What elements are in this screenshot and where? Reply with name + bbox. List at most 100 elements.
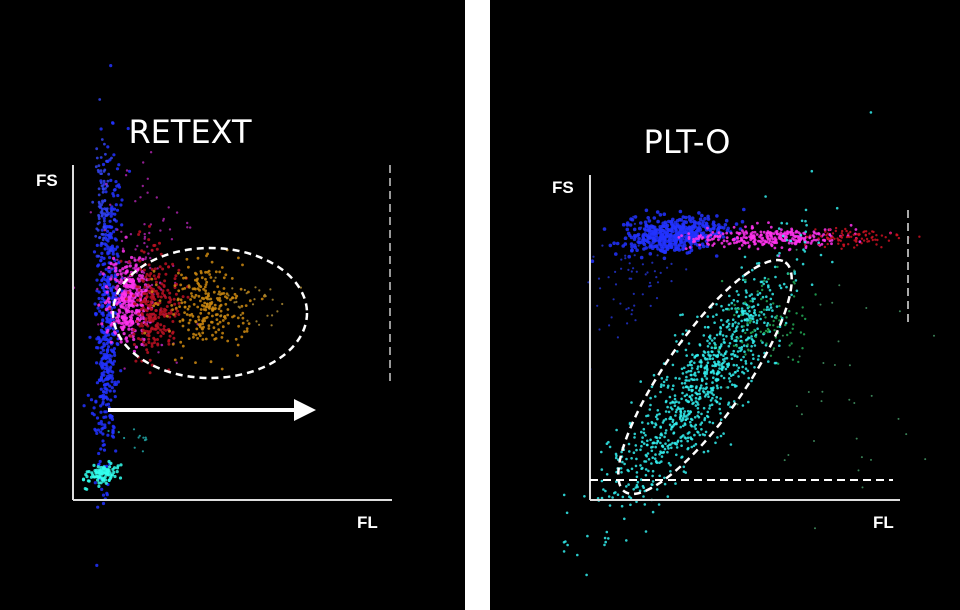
event-dot <box>108 326 112 330</box>
event-dot <box>646 422 650 425</box>
event-dot <box>115 342 119 346</box>
event-dot <box>864 233 867 236</box>
event-dot <box>684 215 688 220</box>
event-dot <box>663 220 668 225</box>
event-dot <box>708 238 712 242</box>
event-dot <box>747 305 751 308</box>
event-dot <box>670 262 673 265</box>
event-dot <box>623 462 626 466</box>
event-dot <box>794 234 798 238</box>
event-dot <box>253 298 256 301</box>
event-dot <box>692 237 695 241</box>
event-dot <box>787 356 790 359</box>
event-dot <box>111 362 115 366</box>
event-dot <box>114 262 118 266</box>
event-dot <box>820 400 823 403</box>
event-dot <box>875 243 878 246</box>
event-dot <box>142 271 146 274</box>
event-dot <box>771 292 774 296</box>
event-dot <box>716 436 719 439</box>
event-dot <box>231 315 234 319</box>
event-dot <box>740 266 743 269</box>
event-dot <box>654 228 658 233</box>
event-dot <box>222 276 226 280</box>
event-dot <box>648 236 652 240</box>
event-dot <box>149 256 152 260</box>
event-dot <box>89 398 94 402</box>
event-dot <box>898 310 901 313</box>
event-dot <box>120 239 124 243</box>
event-dot <box>693 371 697 375</box>
event-dot <box>690 398 693 402</box>
event-dot <box>807 391 810 393</box>
right-panel <box>490 0 960 610</box>
event-dot <box>692 401 695 405</box>
event-dot <box>738 346 741 350</box>
event-dot <box>614 283 618 286</box>
event-dot <box>659 385 663 389</box>
event-dot <box>172 313 176 316</box>
event-dot <box>802 231 806 235</box>
event-dot <box>127 276 130 279</box>
event-dot <box>194 293 198 297</box>
event-dot <box>89 211 93 214</box>
event-dot <box>718 234 722 238</box>
event-dot <box>107 172 111 176</box>
event-dot <box>659 441 662 445</box>
event-dot <box>113 247 118 251</box>
event-dot <box>110 209 113 213</box>
event-dot <box>148 224 151 228</box>
event-dot <box>133 256 136 260</box>
event-dot <box>794 230 798 234</box>
event-dot <box>699 234 702 237</box>
event-dot <box>101 184 105 187</box>
event-dot <box>772 347 776 350</box>
event-dot <box>162 294 166 297</box>
event-dot <box>659 390 662 394</box>
event-dot <box>129 233 133 236</box>
event-dot <box>122 324 126 328</box>
event-dot <box>97 296 101 301</box>
event-dot <box>680 234 683 238</box>
event-dot <box>751 297 754 301</box>
event-dot <box>124 297 128 301</box>
event-dot <box>99 258 103 262</box>
event-dot <box>157 275 161 279</box>
event-dot <box>99 351 103 355</box>
event-dot <box>98 459 102 464</box>
event-dot <box>747 336 750 340</box>
event-dot <box>777 362 780 365</box>
event-dot <box>643 460 646 463</box>
event-dot <box>108 225 112 229</box>
event-dot <box>146 286 150 289</box>
event-dot <box>181 344 185 348</box>
event-dot <box>697 415 701 419</box>
event-dot <box>105 320 109 324</box>
event-dot <box>646 271 649 274</box>
event-dot <box>620 504 624 508</box>
event-dot <box>666 239 670 244</box>
event-dot <box>675 446 679 449</box>
event-dot <box>102 216 106 221</box>
event-dot <box>808 235 812 239</box>
event-dot <box>855 437 858 440</box>
event-dot <box>768 323 772 327</box>
event-dot <box>702 450 706 454</box>
event-dot <box>208 301 212 305</box>
event-dot <box>680 456 683 459</box>
event-dot <box>148 358 152 362</box>
event-dot <box>838 284 841 287</box>
event-dot <box>662 224 666 229</box>
event-dot <box>214 276 217 279</box>
event-dot <box>150 277 154 281</box>
event-dot <box>706 339 709 343</box>
event-dot <box>142 161 145 164</box>
event-dot <box>731 238 735 242</box>
event-dot <box>679 218 683 222</box>
event-dot <box>642 427 646 431</box>
event-dot <box>583 495 586 498</box>
event-dot <box>127 169 132 173</box>
event-dot <box>98 378 102 383</box>
event-dot <box>98 309 102 313</box>
event-dot <box>229 298 232 302</box>
